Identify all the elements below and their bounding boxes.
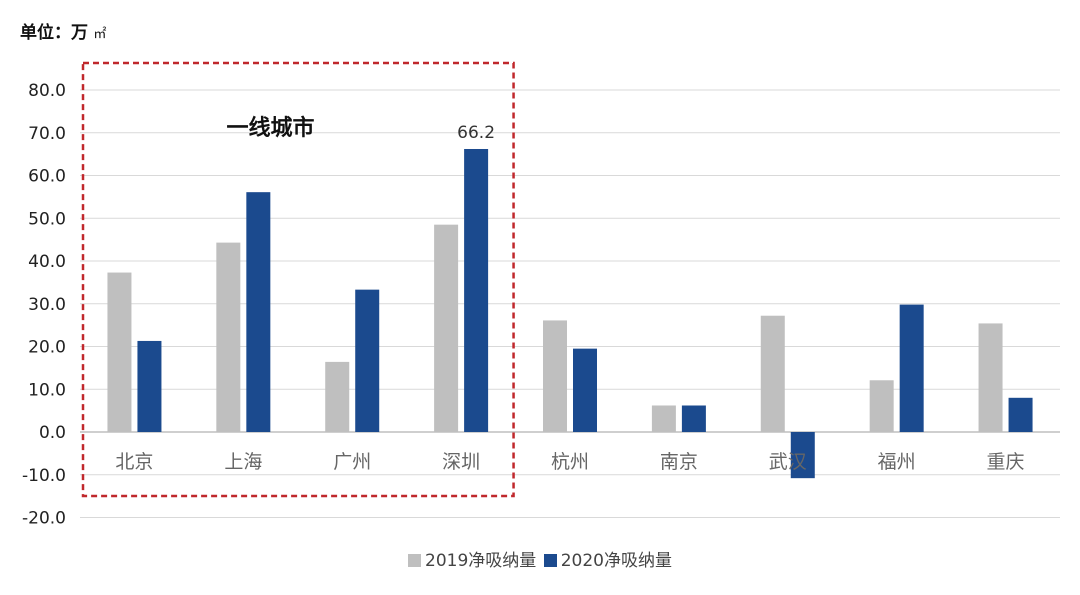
y-tick-label: 30.0 bbox=[28, 295, 66, 315]
bar-2020 bbox=[681, 405, 706, 432]
bar-2019 bbox=[760, 315, 785, 432]
y-tick-label: -10.0 bbox=[22, 466, 66, 486]
bar-2020 bbox=[355, 289, 380, 432]
bar-2020 bbox=[246, 192, 271, 432]
x-category-label: 重庆 bbox=[987, 451, 1025, 473]
x-category-label: 上海 bbox=[224, 451, 262, 473]
y-tick-label: 10.0 bbox=[28, 380, 66, 400]
bar-2020 bbox=[573, 348, 597, 432]
x-category-label: 杭州 bbox=[551, 451, 589, 473]
y-tick-label: 20.0 bbox=[28, 338, 66, 358]
x-category-label: 武汉 bbox=[769, 451, 807, 473]
bar-2020 bbox=[899, 304, 924, 432]
y-tick-label: 0.0 bbox=[39, 423, 66, 443]
x-category-label: 南京 bbox=[660, 451, 698, 473]
y-tick-label: 70.0 bbox=[28, 124, 66, 144]
bar-2019 bbox=[107, 272, 132, 432]
legend-item-2020: 2020净吸纳量 bbox=[543, 546, 672, 571]
data-label: 66.2 bbox=[457, 123, 495, 143]
bar-chart: -20.0 -10.0 0.0 10.0 20.0 30.0 40.0 50.0 60.0 70.… bbox=[22, 61, 1060, 529]
annotation-label: 一线城市 bbox=[227, 115, 315, 141]
y-tick-label: 80.0 bbox=[28, 81, 66, 101]
bar-2019 bbox=[651, 405, 676, 432]
bar-2019 bbox=[978, 323, 1003, 432]
y-tick-label: 50.0 bbox=[28, 209, 66, 229]
unit-suffix: ㎡ bbox=[93, 27, 107, 42]
highlight-box bbox=[81, 61, 515, 498]
bar-2019 bbox=[543, 320, 567, 432]
y-tick-label: -20.0 bbox=[22, 509, 66, 529]
bar-2019 bbox=[434, 224, 459, 432]
unit-value: 万 bbox=[71, 23, 88, 43]
x-category-label: 福州 bbox=[878, 451, 916, 473]
bar-2020 bbox=[790, 432, 815, 479]
legend-label-2019: 2019净吸纳量 bbox=[425, 551, 537, 571]
legend-label-2020: 2020净吸纳量 bbox=[560, 551, 672, 571]
x-category-label: 深圳 bbox=[442, 451, 480, 473]
bar-2020 bbox=[137, 340, 162, 432]
y-tick-label: 40.0 bbox=[28, 252, 66, 272]
bar-2019 bbox=[869, 380, 894, 432]
unit-prefix: 单位： bbox=[20, 23, 71, 43]
bar-2019 bbox=[216, 242, 241, 432]
legend: 2019净吸纳量 2020净吸纳量 bbox=[0, 546, 1080, 571]
unit-label: 单位：万 ㎡ bbox=[20, 18, 106, 43]
y-tick-label: 60.0 bbox=[28, 167, 66, 187]
bar-2020 bbox=[1008, 397, 1033, 432]
bar-2019 bbox=[325, 361, 350, 432]
bar-2020 bbox=[464, 148, 489, 432]
legend-swatch-2019 bbox=[408, 554, 422, 567]
x-category-label: 北京 bbox=[115, 451, 153, 473]
legend-item-2019: 2019净吸纳量 bbox=[408, 546, 536, 571]
x-category-label: 广州 bbox=[333, 451, 371, 473]
legend-swatch-2020 bbox=[543, 554, 557, 567]
